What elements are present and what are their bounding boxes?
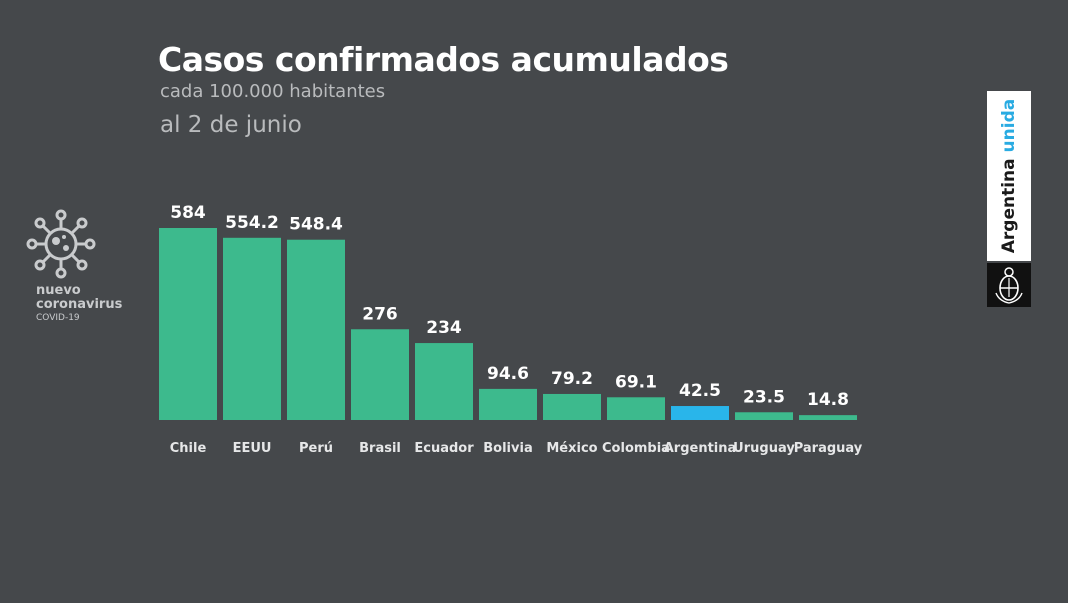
bar-brasil	[351, 329, 409, 420]
value-label-brasil: 276	[362, 304, 398, 324]
coat-of-arms-icon	[995, 267, 1023, 304]
category-label-chile: Chile	[170, 441, 207, 456]
logo-line-1: nuevo	[36, 283, 81, 298]
value-label-eeuu: 554.2	[225, 213, 279, 233]
coronavirus-logo: nuevo coronavirus COVID-19	[36, 284, 122, 325]
bar-chile	[159, 228, 217, 420]
category-label-peru: Perú	[299, 441, 333, 456]
category-label-eeuu: EEUU	[233, 441, 272, 456]
bar-ecuador	[415, 343, 473, 420]
bar-paraguay	[799, 415, 857, 420]
chart-title: Casos confirmados acumulados	[158, 40, 729, 79]
category-label-uruguay: Uruguay	[733, 441, 795, 456]
value-label-uruguay: 23.5	[743, 387, 785, 407]
category-label-brasil: Brasil	[359, 441, 401, 456]
value-label-bolivia: 94.6	[487, 364, 529, 384]
category-label-mexico: México	[546, 441, 597, 456]
logo-line-3: COVID-19	[36, 313, 80, 323]
value-label-peru: 548.4	[289, 215, 343, 235]
category-label-argentina: Argentina	[664, 441, 737, 456]
value-label-argentina: 42.5	[679, 381, 721, 401]
value-label-colombia: 69.1	[615, 372, 657, 392]
value-label-paraguay: 14.8	[807, 390, 849, 410]
bar-colombia	[607, 397, 665, 420]
logo-line-2: coronavirus	[36, 297, 123, 312]
virus-icon	[26, 209, 96, 279]
value-label-ecuador: 234	[426, 318, 462, 338]
category-label-bolivia: Bolivia	[483, 441, 532, 456]
argentina-unida-brand: Argentina unida	[987, 91, 1031, 307]
bar-eeuu	[223, 237, 281, 420]
bar-peru	[287, 239, 345, 420]
bar-argentina	[671, 406, 729, 420]
category-label-ecuador: Ecuador	[414, 441, 474, 456]
bar-bolivia	[479, 388, 537, 420]
category-label-colombia: Colombia	[602, 441, 670, 456]
brand-emblem-panel	[987, 263, 1031, 307]
bar-uruguay	[735, 412, 793, 420]
value-label-mexico: 79.2	[551, 369, 593, 389]
chart-date: al 2 de junio	[160, 112, 302, 138]
brand-text-panel: Argentina unida	[987, 91, 1031, 261]
category-label-paraguay: Paraguay	[794, 441, 863, 456]
bar-mexico	[543, 393, 601, 420]
value-label-chile: 584	[170, 203, 206, 223]
chart-subtitle: cada 100.000 habitantes	[160, 81, 386, 102]
